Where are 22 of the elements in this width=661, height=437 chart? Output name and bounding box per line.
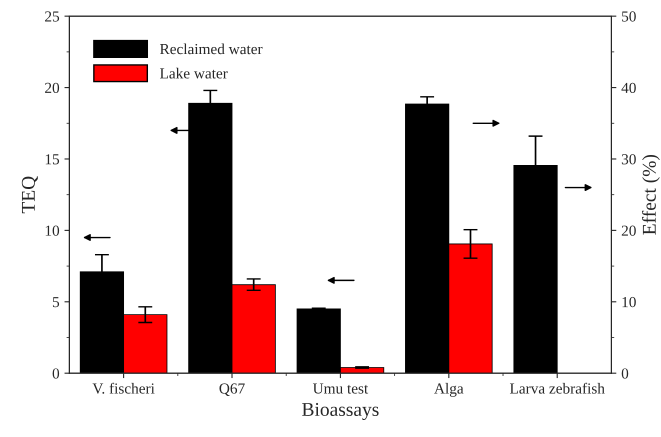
legend-label: Reclaimed water [160, 43, 262, 54]
y-tick-label: 10 [46, 226, 60, 236]
y-tick-label: 20 [45, 82, 60, 94]
y2-tick-label: 20 [622, 226, 636, 236]
y-tick-label: 5 [52, 297, 60, 308]
y2-tick-label: 50 [622, 11, 636, 22]
y2-tick-label: 10 [622, 296, 636, 308]
y2-tick-label: 0 [622, 368, 628, 379]
x-tick-label: Q67 [219, 383, 245, 396]
x-tick-label: Larva zebrafish [510, 382, 605, 394]
x-axis-title: Bioassays [302, 402, 379, 420]
x-tick-label: Umu test [312, 384, 368, 394]
legend-label: Lake water [160, 68, 228, 79]
x-tick-label: V. fischeri [92, 382, 155, 394]
x-tick-label: Alga [434, 382, 464, 397]
y-axis-title: TEQ [22, 176, 38, 214]
y2-tick-label: 30 [622, 154, 636, 164]
y2-tick-label: 40 [621, 82, 636, 94]
y-tick-label: 25 [45, 11, 60, 22]
y-tick-label: 0 [52, 368, 60, 379]
y-tick-label: 15 [46, 154, 60, 164]
y2-axis-title: Effect (%) [642, 154, 660, 235]
